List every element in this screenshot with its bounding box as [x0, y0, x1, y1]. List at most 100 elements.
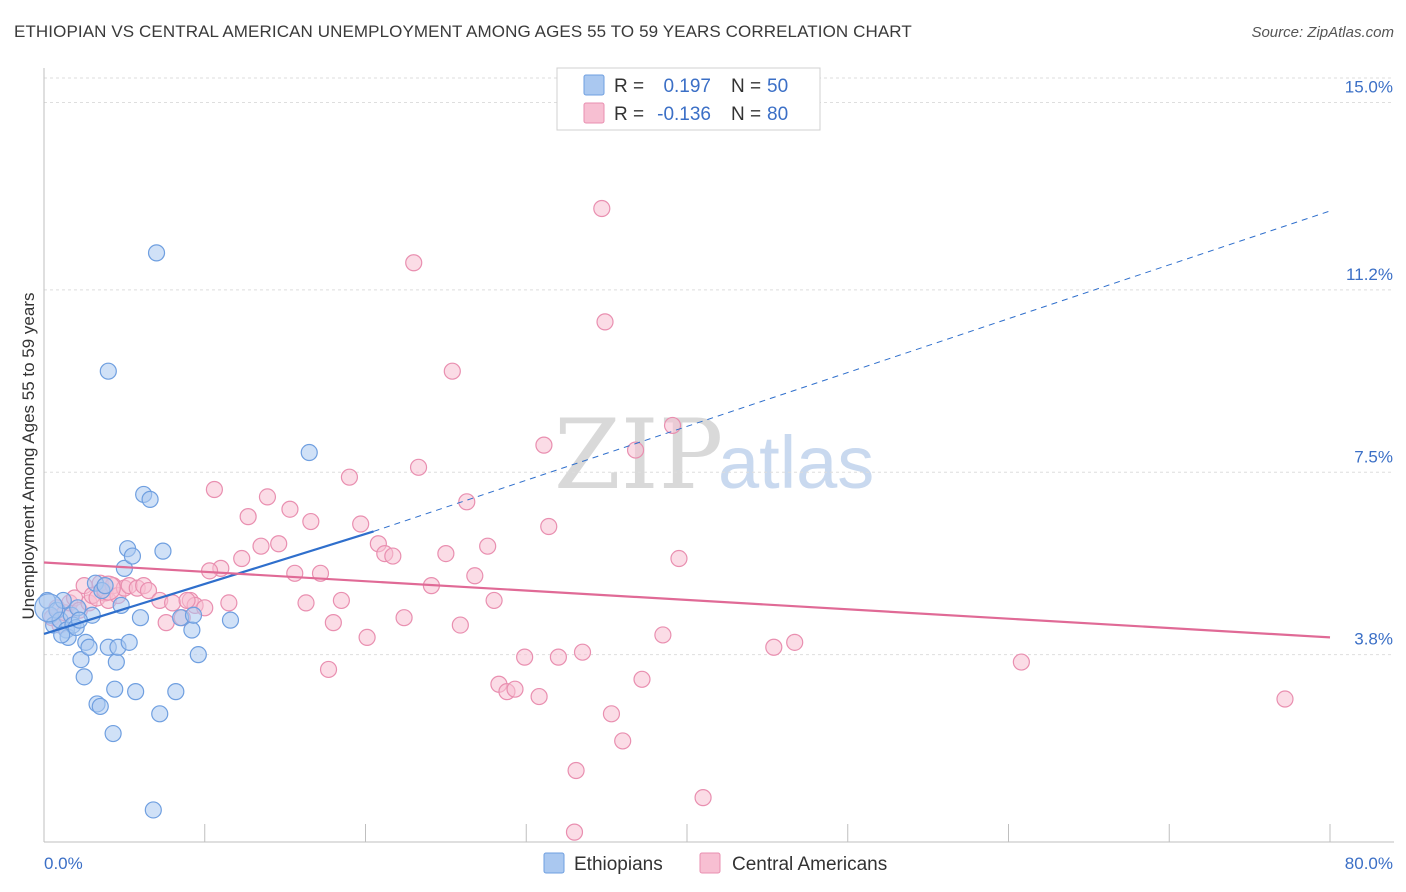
legend-n-label-ethiopians: N = — [731, 76, 761, 97]
central-americans-point — [1012, 653, 1030, 671]
chart-title: ETHIOPIAN VS CENTRAL AMERICAN UNEMPLOYME… — [14, 22, 912, 41]
ethiopians-point — [184, 606, 203, 624]
y-tick-label: 15.0% — [1345, 78, 1393, 97]
central-americans-point — [139, 581, 158, 600]
legend-n-value-central-americans: 80 — [767, 104, 788, 125]
ethiopians-point — [107, 653, 125, 671]
y-axis-label: Unemployment Among Ages 55 to 59 years — [19, 293, 38, 620]
x-axis-ticks — [43, 824, 1331, 842]
central-americans-point — [239, 508, 257, 526]
ethiopians-point — [127, 683, 145, 701]
ethiopians-point — [123, 547, 142, 565]
bottom-legend-swatch-ethiopians — [543, 852, 565, 874]
central-americans-point — [663, 416, 682, 435]
central-americans-point — [205, 480, 223, 499]
central-americans-point — [324, 614, 342, 632]
x-tick-label-max: 80.0% — [1345, 854, 1393, 873]
central-americans-point — [670, 549, 688, 568]
central-americans-point — [633, 670, 651, 688]
ethiopians-point — [75, 668, 93, 686]
central-americans-point — [549, 648, 568, 666]
central-americans-point — [252, 537, 270, 555]
central-americans-point — [596, 313, 614, 331]
legend-box: R = 0.197 N = 50 R = -0.136 N = 80 — [556, 67, 821, 131]
legend-swatch-ethiopians — [583, 74, 605, 96]
central-americans-point — [164, 594, 182, 612]
bottom-legend: Ethiopians Central Americans — [543, 852, 887, 875]
central-americans-point — [485, 591, 503, 610]
central-americans-point — [535, 436, 553, 454]
bottom-legend-label-central-americans: Central Americans — [732, 854, 887, 875]
central-americans-point — [573, 643, 592, 661]
trend-lines — [43, 210, 1331, 639]
ethiopians-point — [72, 650, 90, 669]
central-americans-point — [694, 789, 712, 807]
central-americans-point — [506, 680, 524, 698]
central-americans-point — [626, 441, 645, 459]
ethiopians-point — [154, 542, 172, 560]
central-americans-point — [614, 732, 632, 750]
x-tick-label-min: 0.0% — [44, 854, 83, 873]
central-americans-point — [1276, 690, 1294, 708]
ethiopians-point — [80, 638, 98, 656]
ethiopians-point — [151, 705, 169, 723]
legend-r-value-central-americans: -0.136 — [657, 104, 711, 125]
ethiopians-point — [144, 801, 162, 819]
ethiopians-point — [221, 611, 240, 629]
y-tick-label: 7.5% — [1354, 447, 1393, 466]
y-tick-label: 3.8% — [1354, 630, 1393, 649]
central-americans-point — [466, 567, 484, 585]
ethiopians-points — [34, 244, 318, 819]
central-americans-point — [593, 199, 611, 218]
ethiopians-point — [106, 680, 124, 698]
ethiopians-trend-line — [43, 530, 374, 636]
ethiopians-point — [147, 244, 166, 262]
bottom-legend-swatch-central-americans — [699, 852, 721, 874]
central-americans-point — [384, 547, 402, 565]
watermark-atlas: atlas — [718, 421, 874, 504]
ethiopians-point — [91, 697, 109, 716]
central-americans-point — [358, 628, 376, 647]
ethiopians-point — [99, 362, 117, 380]
central-americans-point — [258, 488, 277, 506]
central-americans-point — [302, 512, 320, 531]
ethiopians-point-cluster — [34, 593, 64, 623]
central-americans-point — [530, 687, 548, 706]
central-americans-point — [602, 705, 621, 723]
ethiopians-point — [141, 490, 159, 508]
ethiopians-point — [131, 609, 150, 627]
central-americans-point — [297, 594, 315, 612]
ethiopians-point — [120, 633, 138, 651]
central-americans-point — [233, 549, 251, 568]
legend-r-value-ethiopians: 0.197 — [663, 76, 711, 97]
legend-r-label-central-americans: R = — [614, 104, 644, 125]
central-americans-point — [786, 633, 804, 651]
ethiopians-point — [183, 621, 201, 639]
central-americans-point — [451, 616, 469, 634]
ethiopians-trend-extension — [373, 210, 1331, 532]
central-americans-trend-line — [43, 561, 1331, 639]
central-americans-point — [654, 626, 672, 644]
central-americans-points — [43, 199, 1294, 841]
central-americans-point — [157, 614, 175, 632]
grid-lines — [44, 77, 1394, 656]
central-americans-point — [270, 535, 288, 553]
central-americans-point — [220, 594, 238, 612]
y-tick-label: 11.2% — [1346, 265, 1393, 284]
legend-n-value-ethiopians: 50 — [767, 76, 788, 97]
legend-r-label-ethiopians: R = — [614, 76, 644, 97]
central-americans-point — [178, 591, 196, 610]
ethiopians-point — [167, 683, 185, 701]
central-americans-point — [567, 761, 585, 780]
central-americans-point — [540, 517, 558, 536]
central-americans-point — [332, 591, 350, 610]
y-tick-labels: 3.8% 7.5% 11.2% 15.0% — [1345, 78, 1393, 649]
central-americans-point — [340, 468, 359, 486]
ethiopians-point — [53, 626, 71, 644]
central-americans-point — [479, 537, 497, 555]
central-americans-point — [765, 638, 783, 656]
ethiopians-point — [189, 646, 207, 664]
central-americans-point — [565, 823, 584, 841]
central-americans-point — [405, 254, 423, 272]
source-credit: Source: ZipAtlas.com — [1251, 24, 1394, 41]
